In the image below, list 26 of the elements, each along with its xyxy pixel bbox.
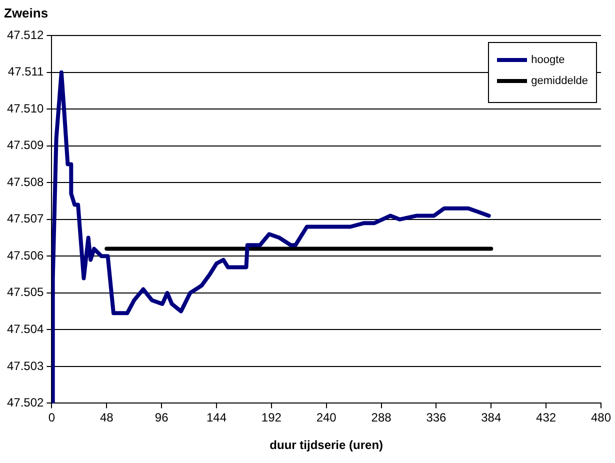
y-tick-label: 47.512 xyxy=(7,28,44,42)
legend-label: gemiddelde xyxy=(531,74,588,87)
y-tick-label: 47.503 xyxy=(7,358,44,373)
x-tick-label: 48 xyxy=(100,410,114,425)
x-tick-label: 432 xyxy=(536,410,556,425)
y-tick-label: 47.510 xyxy=(7,101,44,116)
legend-label: hoogte xyxy=(531,54,565,66)
y-tick-label: 47.507 xyxy=(7,212,44,226)
x-axis-title: duur tijdserie (uren) xyxy=(270,438,384,452)
x-tick-label: 240 xyxy=(316,410,337,425)
x-tick-label: 144 xyxy=(206,410,227,425)
x-tick-label: 192 xyxy=(261,410,282,425)
x-tick-label: 0 xyxy=(48,410,56,425)
y-tick-label: 47.511 xyxy=(8,64,44,79)
y-tick-label: 47.504 xyxy=(7,322,44,336)
y-tick-label: 47.502 xyxy=(7,396,44,410)
y-tick-label: 47.508 xyxy=(7,174,44,189)
x-tick-label: 384 xyxy=(481,410,502,425)
y-tick-label: 47.509 xyxy=(7,138,44,152)
x-tick-label: 96 xyxy=(154,410,169,425)
x-tick-label: 288 xyxy=(371,410,392,425)
y-tick-label: 47.505 xyxy=(7,285,44,300)
x-tick-label: 336 xyxy=(426,410,447,425)
x-tick-label: 480 xyxy=(590,410,612,425)
chart-title: Zweins xyxy=(4,5,48,20)
y-tick-label: 47.506 xyxy=(7,248,44,262)
